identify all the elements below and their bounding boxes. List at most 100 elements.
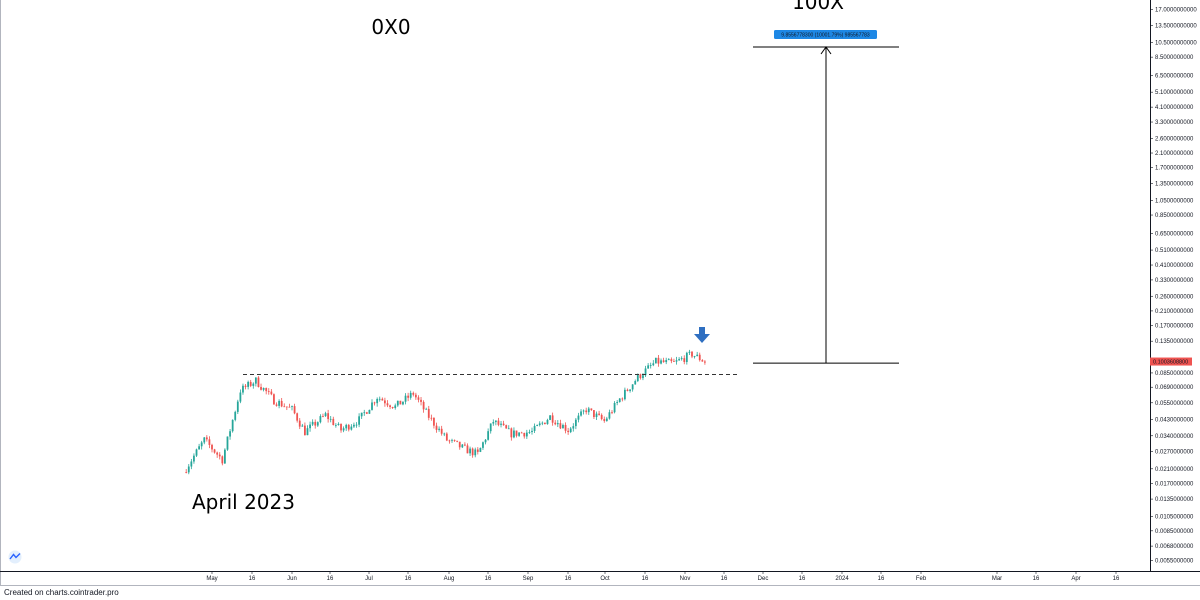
candle-up xyxy=(378,398,381,400)
candle-down xyxy=(639,374,642,379)
candle-down xyxy=(265,387,268,392)
candle-down xyxy=(420,399,422,402)
candle-down xyxy=(386,403,389,406)
candle-up xyxy=(549,415,551,420)
candle-up xyxy=(660,360,662,364)
y-tick-label: 8.5000000000 xyxy=(1155,55,1194,61)
candle-down xyxy=(510,428,513,438)
candle-down xyxy=(505,425,508,429)
candle-up xyxy=(675,360,678,362)
y-tick-label: 4.1000000000 xyxy=(1155,105,1194,111)
candle-up xyxy=(531,430,533,432)
y-tick-label: 0.0550000000 xyxy=(1155,401,1194,407)
candle-up xyxy=(587,408,590,413)
candle-down xyxy=(440,428,443,434)
candle-down xyxy=(280,400,283,407)
y-tick-label: 0.0850000000 xyxy=(1155,371,1194,377)
candle-up xyxy=(278,400,280,406)
x-tick-label: 16 xyxy=(721,576,728,582)
x-tick-label: Dec xyxy=(758,576,769,582)
x-tick-label: 16 xyxy=(405,576,412,582)
candle-down xyxy=(701,360,704,362)
candle-down xyxy=(662,360,665,363)
candle-down xyxy=(283,406,286,408)
candle-down xyxy=(520,432,523,434)
candle-up xyxy=(474,449,477,456)
candle-up xyxy=(572,426,575,429)
candle-up xyxy=(644,368,647,376)
candle-down xyxy=(704,361,706,363)
candle-up xyxy=(234,411,237,420)
y-tick-label: 0.1350000000 xyxy=(1155,339,1194,345)
x-tick-label: 16 xyxy=(565,576,572,582)
target-label-box xyxy=(774,30,877,40)
candle-down xyxy=(293,406,296,414)
target-label-text: 9.8556778300 (10001.79%) 985567783 xyxy=(781,33,870,39)
candle-down xyxy=(296,413,299,421)
candle-up xyxy=(376,398,379,404)
x-tick-label: Mar xyxy=(992,576,1002,582)
candle-down xyxy=(275,404,278,406)
y-tick-label: 0.0170000000 xyxy=(1155,481,1194,487)
y-tick-label: 1.7000000000 xyxy=(1155,166,1194,172)
candle-up xyxy=(613,403,616,413)
candle-down xyxy=(257,377,260,387)
x-tick-label: May xyxy=(206,576,217,582)
candle-up xyxy=(350,426,353,430)
candle-up xyxy=(595,413,598,417)
candle-up xyxy=(513,430,515,438)
candle-up xyxy=(254,377,257,384)
candle-down xyxy=(211,444,213,450)
candle-up xyxy=(492,422,495,424)
candle-up xyxy=(569,428,572,433)
candle-up xyxy=(198,446,200,450)
candle-down xyxy=(448,440,451,442)
candle-down xyxy=(544,422,546,425)
candle-down xyxy=(670,359,673,362)
candle-up xyxy=(360,412,363,417)
x-axis-ticks: May 16 Jun 16 Jul 16 Aug 16 Sep 16 Oct 16 Nov 16 Dec 16… xyxy=(206,571,1120,582)
candle-up xyxy=(451,439,453,441)
x-tick-label: Aug xyxy=(444,576,455,582)
x-tick-label: Nov xyxy=(680,576,691,582)
candle-up xyxy=(507,428,510,430)
candle-down xyxy=(523,432,526,437)
candle-down xyxy=(412,392,415,395)
y-tick-label: 0.6500000000 xyxy=(1155,231,1194,237)
candle-up xyxy=(580,411,582,416)
y-tick-label: 1.3500000000 xyxy=(1155,181,1194,187)
candle-up xyxy=(425,408,428,410)
candle-up xyxy=(500,423,502,425)
candle-up xyxy=(678,359,680,361)
candle-down xyxy=(365,412,368,414)
candle-up xyxy=(353,424,355,427)
candle-up xyxy=(200,442,203,447)
candle-up xyxy=(680,358,683,360)
candle-down xyxy=(384,400,386,404)
candle-up xyxy=(402,401,404,405)
candle-up xyxy=(667,359,670,361)
candle-up xyxy=(647,365,650,369)
candle-up xyxy=(608,412,611,419)
candle-up xyxy=(363,412,366,414)
candle-up xyxy=(190,461,193,467)
current-price-label: 0.1003608800 xyxy=(1153,360,1188,366)
candle-up xyxy=(334,425,337,426)
x-tick-label: 16 xyxy=(1033,576,1040,582)
candle-down xyxy=(683,358,686,362)
candle-down xyxy=(288,406,291,408)
y-tick-label: 0.5100000000 xyxy=(1155,248,1194,254)
x-tick-label: Feb xyxy=(916,576,927,582)
tradingview-logo-icon xyxy=(8,550,22,564)
candle-up xyxy=(605,418,608,421)
candle-up xyxy=(247,381,250,387)
candle-up xyxy=(556,423,559,425)
x-tick-label: 16 xyxy=(1113,576,1120,582)
candle-up xyxy=(538,423,541,426)
candle-down xyxy=(347,424,350,430)
candle-down xyxy=(564,424,567,431)
candle-up xyxy=(231,419,234,432)
candle-up xyxy=(242,385,244,393)
candle-up xyxy=(203,437,206,443)
candle-up xyxy=(489,423,492,432)
